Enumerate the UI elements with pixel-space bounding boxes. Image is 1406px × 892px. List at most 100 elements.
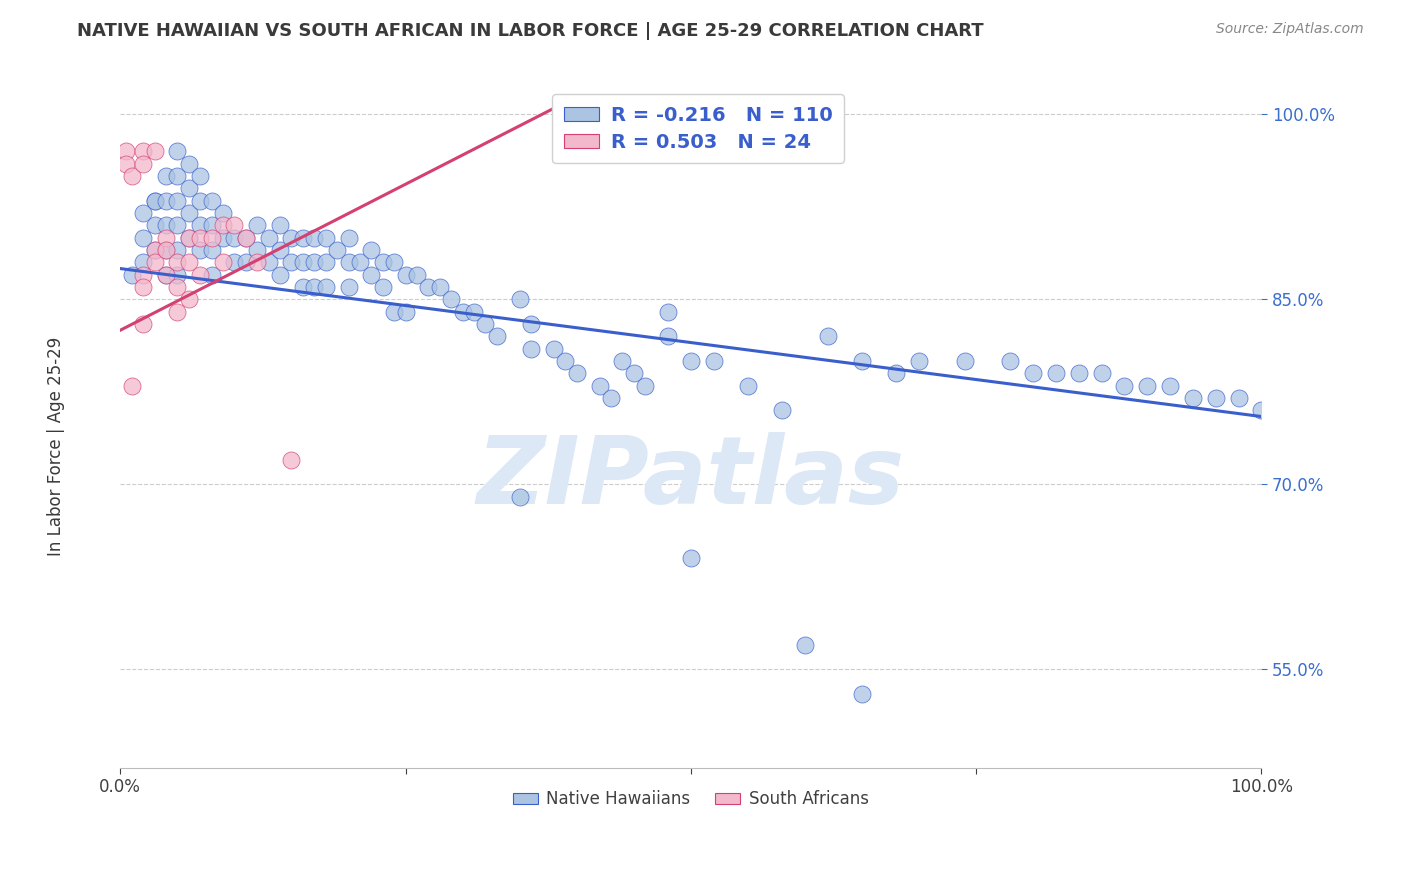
Point [851,687,873,701]
Point [770,403,793,417]
Point [155,268,177,282]
Point [1181,391,1204,405]
Point [304,231,326,245]
Point [246,255,269,269]
Point [280,255,302,269]
Point [166,219,188,233]
Point [177,293,200,307]
Point [565,367,588,381]
Point [679,551,702,566]
Point [817,329,839,343]
Point [257,231,280,245]
Point [884,367,907,381]
Point [337,280,360,294]
Point [291,280,314,294]
Point [371,255,394,269]
Point [212,206,235,220]
Point [1114,378,1136,392]
Point [1022,367,1045,381]
Point [155,194,177,208]
Point [235,255,257,269]
Point [177,181,200,195]
Point [200,194,222,208]
Point [188,231,211,245]
Point [235,231,257,245]
Point [543,342,565,356]
Point [246,243,269,257]
Point [382,304,405,318]
Point [166,145,188,159]
Text: In Labor Force | Age 25-29: In Labor Force | Age 25-29 [48,336,65,556]
Point [177,231,200,245]
Legend: Native Hawaiians, South Africans: Native Hawaiians, South Africans [506,783,876,815]
Point [485,329,508,343]
Point [406,268,429,282]
Point [394,304,416,318]
Point [177,231,200,245]
Point [291,255,314,269]
Point [143,255,166,269]
Point [143,243,166,257]
Point [657,304,679,318]
Point [326,243,349,257]
Point [132,255,155,269]
Point [1250,403,1272,417]
Point [349,255,371,269]
Point [212,219,235,233]
Point [1136,378,1159,392]
Point [554,354,576,368]
Point [155,243,177,257]
Point [200,219,222,233]
Point [166,280,188,294]
Point [520,342,543,356]
Point [143,243,166,257]
Point [337,255,360,269]
Point [155,169,177,183]
Point [269,268,291,282]
Text: NATIVE HAWAIIAN VS SOUTH AFRICAN IN LABOR FORCE | AGE 25-29 CORRELATION CHART: NATIVE HAWAIIAN VS SOUTH AFRICAN IN LABO… [77,22,984,40]
Point [143,194,166,208]
Point [953,354,976,368]
Point [337,231,360,245]
Point [520,317,543,331]
Point [382,255,405,269]
Point [177,206,200,220]
Point [1067,367,1090,381]
Point [315,280,337,294]
Point [280,231,302,245]
Point [155,243,177,257]
Point [143,219,166,233]
Point [269,243,291,257]
Point [188,169,211,183]
Point [588,378,610,392]
Point [224,255,246,269]
Point [612,354,634,368]
Point [132,206,155,220]
Point [474,317,496,331]
Point [509,490,531,504]
Point [224,219,246,233]
Point [1045,367,1067,381]
Point [1159,378,1181,392]
Point [166,268,188,282]
Point [360,243,382,257]
Point [121,378,143,392]
Point [600,391,623,405]
Point [657,329,679,343]
Point [132,268,155,282]
Point [703,354,725,368]
Point [315,255,337,269]
Point [360,268,382,282]
Point [132,231,155,245]
Point [132,280,155,294]
Point [132,317,155,331]
Point [429,280,451,294]
Text: ZIPatlas: ZIPatlas [477,432,905,524]
Point [155,219,177,233]
Point [634,378,657,392]
Point [188,268,211,282]
Point [463,304,485,318]
Point [143,194,166,208]
Point [212,231,235,245]
Point [200,268,222,282]
